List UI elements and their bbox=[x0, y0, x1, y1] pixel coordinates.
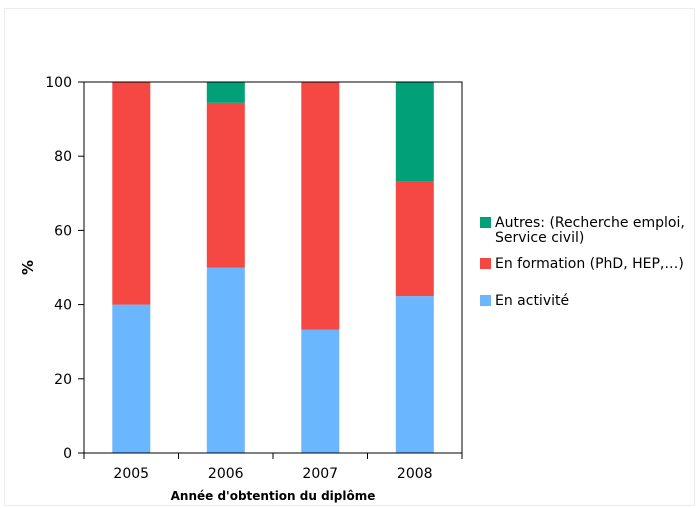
x-tick-label-2006: 2006 bbox=[208, 466, 244, 482]
bar-segment-2006-series-2 bbox=[206, 82, 245, 103]
legend: Autres: (Recherche emploi, Service civil)… bbox=[480, 215, 685, 309]
bar-segment-2008-series-0 bbox=[395, 296, 434, 453]
y-tick-label-60: 60 bbox=[54, 223, 72, 239]
bar-segment-2005-series-1 bbox=[112, 82, 151, 305]
x-tick-label-2008: 2008 bbox=[397, 466, 433, 482]
y-axis: 0 20 40 60 80 100 bbox=[45, 75, 84, 462]
bars-group bbox=[112, 82, 434, 453]
legend-label-en-formation-phd-hep: En formation (PhD, HEP,…) bbox=[495, 256, 684, 272]
legend-label-series-2: Autres: (Recherche emploi, Service civil) bbox=[495, 215, 685, 246]
legend-swatch-series-2 bbox=[480, 217, 491, 228]
bar-segment-2008-series-1 bbox=[395, 181, 434, 297]
legend-swatch-en-activit bbox=[480, 295, 491, 306]
y-tick-label-40: 40 bbox=[54, 298, 72, 314]
bar-segment-2008-series-2 bbox=[395, 82, 434, 182]
chart-frame bbox=[4, 8, 695, 506]
y-tick-label-0: 0 bbox=[63, 446, 72, 462]
legend-label-en-activit: En activité bbox=[495, 293, 569, 309]
bar-segment-2006-series-0 bbox=[206, 267, 245, 453]
y-tick-label-20: 20 bbox=[54, 372, 72, 388]
bar-segment-2007-series-0 bbox=[301, 329, 340, 453]
y-axis-title: % bbox=[19, 260, 37, 275]
x-axis: 2005 2006 2007 2008 bbox=[83, 453, 463, 482]
bar-segment-2005-series-0 bbox=[112, 304, 151, 453]
x-tick-label-2007: 2007 bbox=[302, 466, 338, 482]
x-axis-title: Année d'obtention du diplôme bbox=[171, 489, 376, 503]
bar-segment-2006-series-1 bbox=[206, 102, 245, 268]
y-tick-label-80: 80 bbox=[54, 149, 72, 165]
x-tick-label-2005: 2005 bbox=[113, 466, 149, 482]
bar-segment-2007-series-1 bbox=[301, 82, 340, 330]
y-tick-label-100: 100 bbox=[45, 75, 72, 91]
legend-swatch-en-formation-phd-hep bbox=[480, 258, 491, 269]
